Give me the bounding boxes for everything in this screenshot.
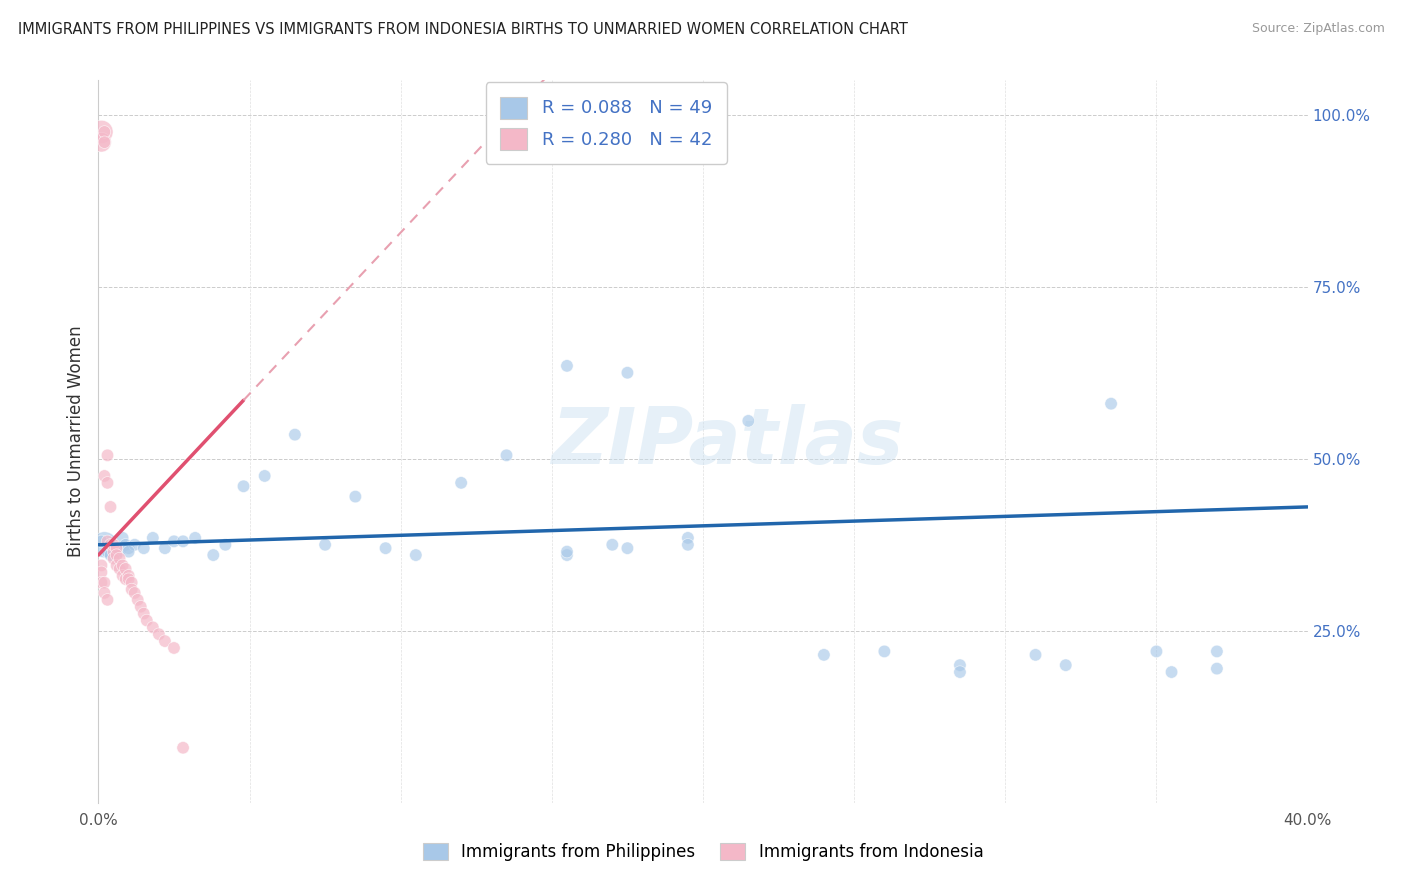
Point	[93, 586, 115, 600]
Point	[555, 359, 578, 373]
Point	[163, 640, 186, 655]
Point	[676, 538, 699, 552]
Point	[405, 548, 427, 562]
Point	[1206, 644, 1229, 658]
Point	[111, 531, 134, 545]
Point	[135, 614, 157, 628]
Point	[108, 544, 131, 558]
Point	[105, 558, 128, 573]
Point	[132, 607, 155, 621]
Point	[114, 562, 136, 576]
Point	[1054, 658, 1077, 673]
Point	[103, 544, 125, 558]
Point	[93, 469, 115, 483]
Point	[90, 558, 112, 573]
Point	[129, 599, 152, 614]
Point	[602, 538, 624, 552]
Legend: R = 0.088   N = 49, R = 0.280   N = 42: R = 0.088 N = 49, R = 0.280 N = 42	[486, 82, 727, 164]
Text: Source: ZipAtlas.com: Source: ZipAtlas.com	[1251, 22, 1385, 36]
Point	[100, 538, 122, 552]
Point	[105, 541, 128, 556]
Point	[202, 548, 225, 562]
Point	[555, 544, 578, 558]
Point	[90, 566, 112, 580]
Point	[314, 538, 336, 552]
Point	[121, 582, 143, 597]
Point	[93, 125, 115, 139]
Point	[105, 548, 128, 562]
Point	[127, 592, 149, 607]
Point	[118, 568, 141, 582]
Point	[108, 562, 131, 576]
Point	[873, 644, 896, 658]
Point	[93, 538, 115, 552]
Point	[90, 575, 112, 590]
Point	[118, 572, 141, 586]
Point	[949, 658, 972, 673]
Point	[676, 531, 699, 545]
Point	[374, 541, 396, 556]
Point	[495, 448, 517, 462]
Point	[93, 575, 115, 590]
Point	[96, 448, 118, 462]
Point	[103, 538, 125, 552]
Point	[1099, 397, 1122, 411]
Point	[90, 125, 112, 139]
Point	[1206, 662, 1229, 676]
Point	[142, 620, 165, 634]
Point	[1160, 665, 1182, 679]
Point	[148, 627, 170, 641]
Point	[284, 427, 307, 442]
Point	[1144, 644, 1167, 658]
Point	[184, 531, 207, 545]
Point	[93, 135, 115, 149]
Point	[124, 586, 146, 600]
Point	[1024, 648, 1046, 662]
Point	[949, 665, 972, 679]
Point	[214, 538, 236, 552]
Point	[96, 544, 118, 558]
Point	[555, 548, 578, 562]
Point	[114, 538, 136, 552]
Point	[616, 366, 638, 380]
Point	[172, 740, 194, 755]
Point	[108, 551, 131, 566]
Point	[142, 531, 165, 545]
Point	[103, 538, 125, 552]
Point	[96, 534, 118, 549]
Point	[100, 500, 122, 514]
Point	[100, 548, 122, 562]
Text: ZIPatlas: ZIPatlas	[551, 403, 903, 480]
Point	[121, 575, 143, 590]
Y-axis label: Births to Unmarried Women: Births to Unmarried Women	[66, 326, 84, 558]
Point	[616, 541, 638, 556]
Point	[124, 538, 146, 552]
Point	[118, 544, 141, 558]
Point	[96, 592, 118, 607]
Point	[114, 572, 136, 586]
Point	[253, 469, 276, 483]
Point	[96, 475, 118, 490]
Point	[344, 490, 367, 504]
Point	[813, 648, 835, 662]
Point	[450, 475, 472, 490]
Point	[153, 634, 176, 648]
Point	[737, 414, 759, 428]
Point	[118, 541, 141, 556]
Point	[105, 541, 128, 556]
Legend: Immigrants from Philippines, Immigrants from Indonesia: Immigrants from Philippines, Immigrants …	[416, 836, 990, 868]
Point	[90, 135, 112, 149]
Point	[163, 534, 186, 549]
Point	[153, 541, 176, 556]
Point	[103, 551, 125, 566]
Point	[90, 534, 112, 549]
Text: IMMIGRANTS FROM PHILIPPINES VS IMMIGRANTS FROM INDONESIA BIRTHS TO UNMARRIED WOM: IMMIGRANTS FROM PHILIPPINES VS IMMIGRANT…	[18, 22, 908, 37]
Point	[132, 541, 155, 556]
Point	[111, 558, 134, 573]
Point	[111, 568, 134, 582]
Point	[232, 479, 254, 493]
Point	[172, 534, 194, 549]
